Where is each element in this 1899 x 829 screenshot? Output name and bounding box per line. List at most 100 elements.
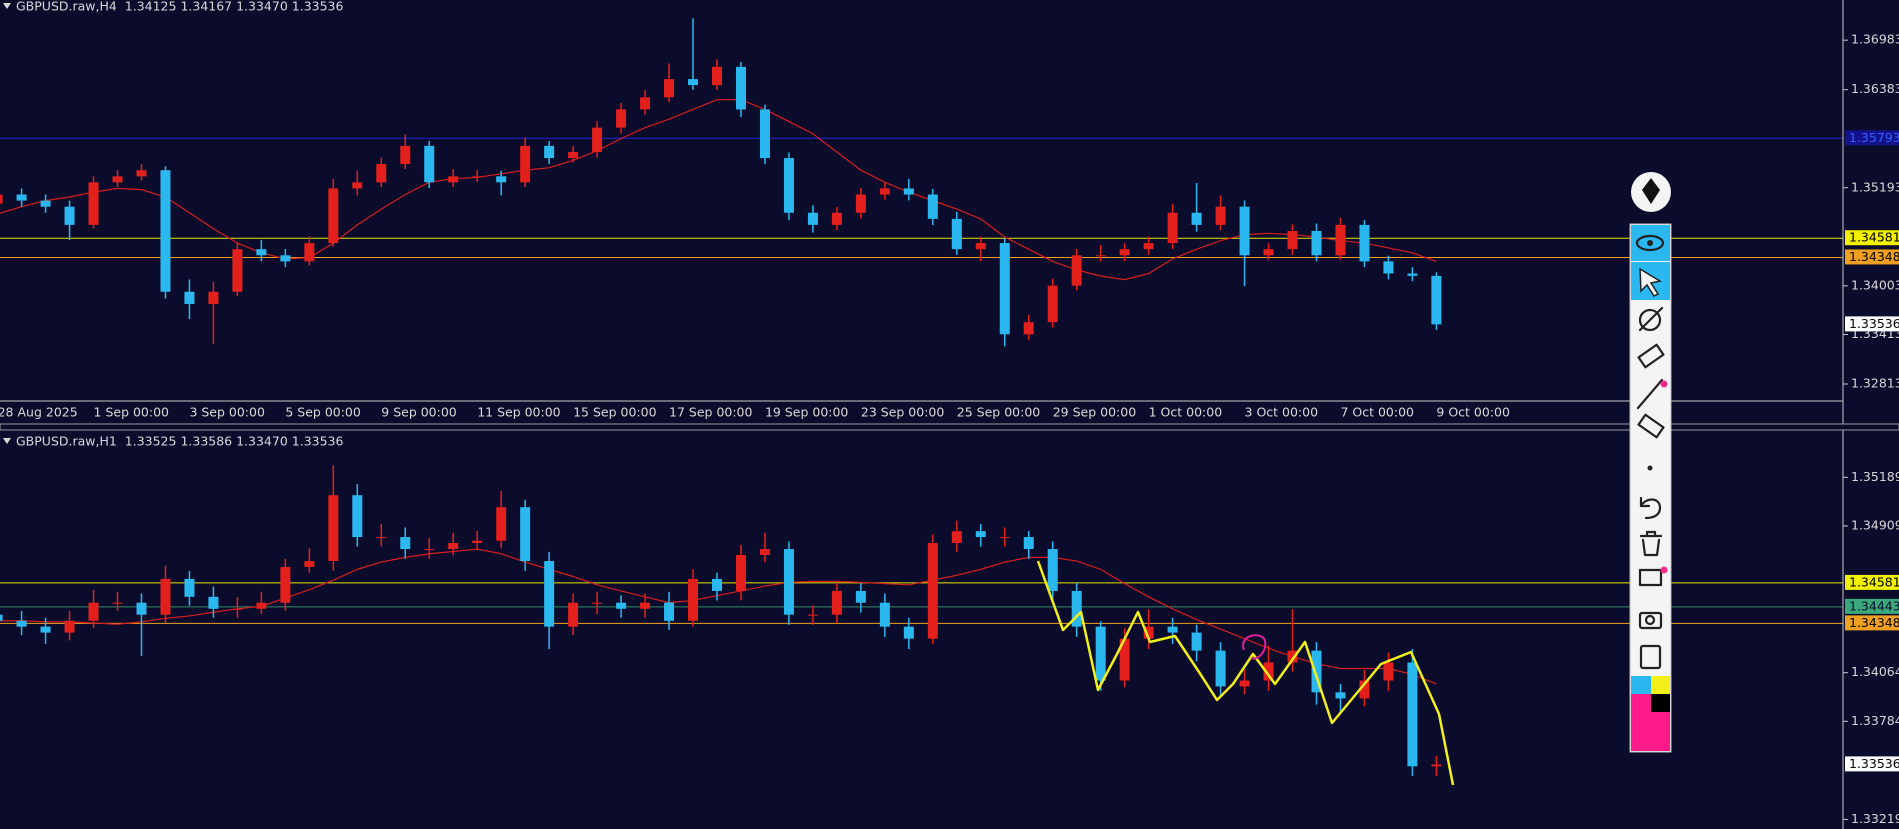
candle-body <box>1071 255 1082 286</box>
highlighter-button[interactable] <box>1637 343 1665 369</box>
candle-body <box>568 602 579 627</box>
color-swatch[interactable] <box>1631 712 1670 751</box>
y-tick-label: 1.32813 <box>1851 376 1899 391</box>
candle-body <box>616 602 627 609</box>
y-tick-label: 1.36983 <box>1851 32 1899 47</box>
undo-button[interactable] <box>1639 496 1662 520</box>
candle-body <box>1143 626 1154 639</box>
x-tick-label: 25 Sep 00:00 <box>957 405 1040 420</box>
candle-body <box>640 602 651 609</box>
color-swatch[interactable] <box>1631 694 1651 712</box>
candle-body <box>1071 590 1082 627</box>
candle-body <box>1239 680 1250 687</box>
candle-body <box>496 507 507 541</box>
candle-body <box>0 194 3 204</box>
candle-body <box>472 176 483 178</box>
candle-body <box>1311 650 1322 693</box>
freehand-drawing[interactable] <box>1036 560 1455 786</box>
delete-button[interactable] <box>1639 530 1663 557</box>
freehand-drawing[interactable] <box>1242 634 1267 660</box>
candle-body <box>999 243 1010 335</box>
candle-body <box>1359 224 1370 262</box>
candle-body <box>1095 626 1106 681</box>
y-tick-label: 1.33784 <box>1851 713 1899 728</box>
candle-body <box>999 537 1010 539</box>
candle-body <box>712 578 722 591</box>
price-label-text: 1.34443 <box>1849 598 1899 613</box>
candle-body <box>1431 764 1442 767</box>
candle-body <box>1191 632 1202 651</box>
candle-body <box>1383 261 1394 274</box>
candle-body <box>903 626 914 639</box>
candle-body <box>304 561 315 567</box>
candle-body <box>1023 322 1034 335</box>
y-tick-label: 1.34003 <box>1851 277 1899 292</box>
laser-button[interactable] <box>1638 308 1662 332</box>
candle-body <box>40 200 51 207</box>
candle-body <box>688 79 699 86</box>
color-swatch[interactable] <box>1631 676 1651 694</box>
price-label-text: 1.35793 <box>1849 130 1899 145</box>
x-tick-label: 5 Sep 00:00 <box>285 405 361 420</box>
panel-splitter[interactable] <box>0 423 1899 431</box>
y-tick-label: 1.36383 <box>1851 81 1899 96</box>
candle-body <box>280 255 291 262</box>
candle-body <box>927 542 938 639</box>
candle-body <box>759 549 770 555</box>
y-tick-label: 1.34064 <box>1851 664 1899 679</box>
price-label-text: 1.34581 <box>1849 574 1899 589</box>
candle-body <box>64 206 75 225</box>
candle-body <box>1167 626 1178 633</box>
candle-body <box>160 170 171 292</box>
candle-body <box>975 531 986 538</box>
candle-body <box>304 243 315 262</box>
chart-header: GBPUSD.raw,H1 1.33525 1.33586 1.33470 1.… <box>16 434 344 449</box>
candle-body <box>88 602 99 621</box>
candle-body <box>1023 537 1034 550</box>
price-label <box>1845 598 1899 614</box>
pen-icon <box>1642 178 1660 204</box>
candle-body <box>520 507 531 562</box>
candle-body <box>1359 680 1370 699</box>
color-swatch[interactable] <box>1651 694 1670 712</box>
candle-body <box>1143 243 1154 250</box>
candle-body <box>759 109 770 159</box>
collapse-arrow[interactable] <box>3 3 11 9</box>
color-swatch[interactable] <box>1651 676 1670 694</box>
x-tick-label: 11 Sep 00:00 <box>477 405 560 420</box>
line-button[interactable] <box>1636 378 1664 410</box>
candle-body <box>1095 255 1106 257</box>
clipboard-button[interactable] <box>1639 644 1662 670</box>
candle-body <box>184 578 195 597</box>
size-button[interactable] <box>1647 465 1653 471</box>
candle-body <box>1239 206 1250 256</box>
x-tick-label: 28 Aug 2025 <box>0 405 78 420</box>
candle-body <box>400 145 411 165</box>
candle-body <box>256 602 267 609</box>
candle-body <box>1215 206 1226 225</box>
candle-body <box>136 602 147 615</box>
x-tick-label: 9 Oct 00:00 <box>1436 405 1510 420</box>
candle-body <box>879 188 890 195</box>
collapse-arrow[interactable] <box>3 438 11 444</box>
laser-icon <box>1638 306 1664 332</box>
candle-body <box>448 542 459 550</box>
candle-body <box>1287 650 1298 663</box>
candle-body <box>208 291 219 304</box>
candle-body <box>688 578 699 621</box>
chart-header: GBPUSD.raw,H4 1.34125 1.34167 1.33470 1.… <box>16 0 344 14</box>
candle-body <box>975 243 986 250</box>
candle-body <box>735 554 746 591</box>
candle-body <box>1119 249 1130 256</box>
candle-body <box>256 249 267 256</box>
candle-body <box>472 540 483 543</box>
eraser-button[interactable] <box>1637 413 1665 439</box>
screenshot-button[interactable] <box>1638 611 1663 630</box>
candle-body <box>160 578 171 615</box>
board-button[interactable] <box>1638 568 1663 587</box>
x-tick-label: 1 Sep 00:00 <box>94 405 170 420</box>
y-tick-label: 1.35193 <box>1851 179 1899 194</box>
candle-body <box>0 614 3 621</box>
cursor-icon <box>1639 267 1662 297</box>
price-label <box>1845 574 1899 590</box>
